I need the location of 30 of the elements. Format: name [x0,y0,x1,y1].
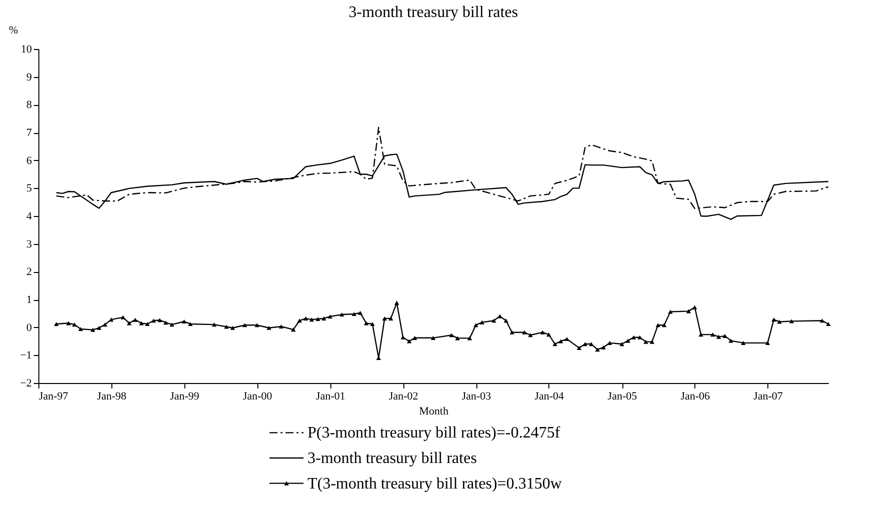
y-tick-label: 6 [26,154,32,167]
y-tick-label: 9 [26,71,32,84]
y-tick-label: 5 [26,182,32,195]
y-tick-label: 4 [26,210,32,222]
x-tick-label: Jan-00 [242,390,273,402]
x-axis-title: Month [419,406,449,418]
x-tick-label: Jan-04 [534,390,564,402]
y-tick-label: 0 [26,322,32,334]
x-tick-label: Jan-98 [97,390,127,402]
x-tick-label: Jan-99 [170,390,200,402]
x-tick-label: Jan-03 [462,390,492,402]
legend-label: 3-month treasury bill rates [308,450,477,467]
y-axis-title: % [8,24,18,36]
x-tick-label: Jan-01 [316,390,346,402]
y-tick-label: 3 [26,238,32,250]
x-tick-label: Jan-02 [388,390,418,402]
chart-title: 3-month treasury bill rates [348,4,518,21]
y-tick-label: −2 [20,378,32,390]
x-tick-label: Jan-05 [608,390,638,402]
legend-label: T(3-month treasury bill rates)=0.3150w [308,475,562,492]
x-tick-label: Jan-07 [753,390,784,402]
y-tick-label: 1 [26,294,32,306]
y-tick-label: 7 [26,127,32,139]
x-tick-label: Jan-06 [680,390,710,402]
y-tick-label: −1 [20,350,32,362]
x-tick-label: Jan-97 [38,390,69,402]
y-tick-label: 8 [26,99,32,112]
legend-label: P(3-month treasury bill rates)=-0.2475f [308,424,561,442]
y-tick-label: 10 [20,44,32,56]
y-tick-label: 2 [26,266,32,278]
